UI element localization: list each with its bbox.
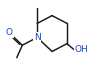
- Text: O: O: [6, 28, 13, 37]
- Text: N: N: [34, 33, 41, 42]
- Text: OH: OH: [75, 45, 89, 54]
